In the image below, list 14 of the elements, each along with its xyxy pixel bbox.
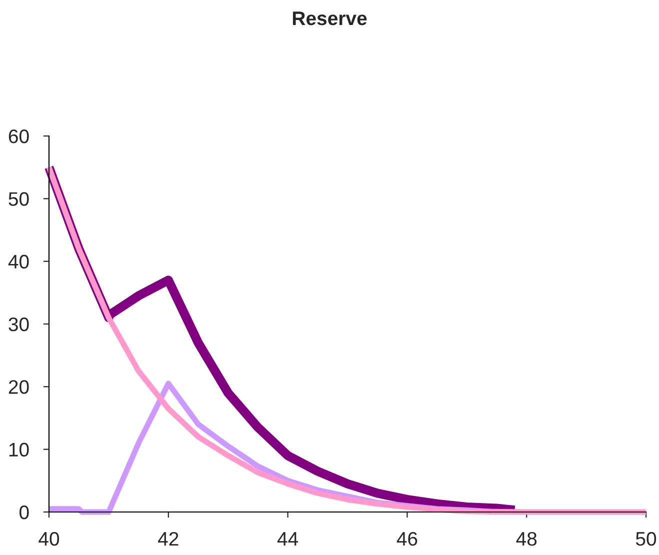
chart-title: Reserve bbox=[292, 12, 367, 26]
y-tick-label: 50 bbox=[8, 192, 29, 206]
y-tick-label: 30 bbox=[8, 317, 29, 332]
x-tick-label: 44 bbox=[277, 532, 298, 546]
y-tick-label: 0 bbox=[20, 505, 29, 520]
y-tick-label: 60 bbox=[8, 129, 29, 144]
y-tick-label: 40 bbox=[8, 254, 29, 269]
x-tick-label: 50 bbox=[636, 532, 656, 546]
x-tick-label: 42 bbox=[158, 532, 178, 546]
x-tick-label: 48 bbox=[516, 532, 537, 546]
y-tick-label: 10 bbox=[9, 442, 29, 457]
y-tick-label: 20 bbox=[8, 380, 29, 394]
x-tick-label: 46 bbox=[396, 532, 418, 546]
x-tick-label: 40 bbox=[38, 532, 60, 546]
